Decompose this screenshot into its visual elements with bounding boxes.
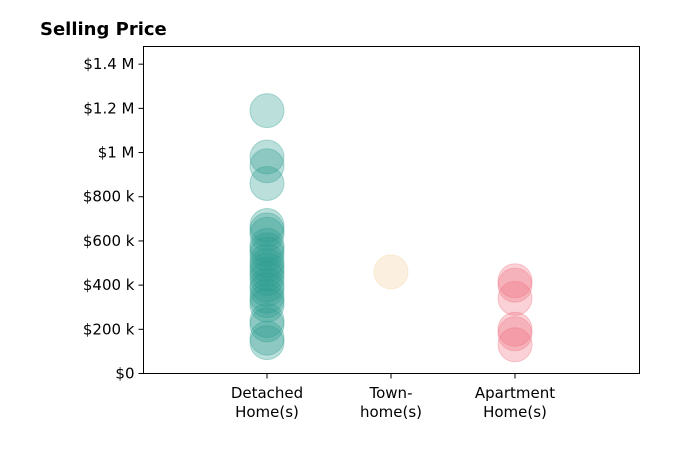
data-point: [249, 272, 285, 308]
data-point: [249, 243, 285, 279]
data-point: [249, 260, 285, 296]
x-tick-label: home(s): [360, 403, 422, 421]
data-point: [249, 278, 285, 314]
x-tick-label: Home(s): [235, 403, 299, 421]
data-point: [497, 267, 533, 303]
data-point: [249, 139, 285, 175]
data-point: [249, 325, 285, 361]
data-point: [249, 252, 285, 288]
data-point: [249, 212, 285, 248]
x-axis: DetachedHome(s)Town-home(s)ApartmentHome…: [231, 373, 555, 421]
data-point: [249, 302, 285, 338]
y-tick-label: $1.4 M: [83, 55, 134, 73]
chart-title: Selling Price: [40, 19, 167, 40]
data-point: [249, 256, 285, 292]
x-tick-label: Apartment: [475, 384, 555, 402]
y-tick-label: $1 M: [98, 144, 135, 162]
data-point: [497, 327, 533, 363]
data-point: [249, 232, 285, 268]
x-tick-label: Town-: [369, 384, 413, 402]
data-point: [497, 316, 533, 352]
data-point: [249, 93, 285, 129]
data-point: [497, 263, 533, 299]
data-points: [249, 93, 533, 363]
data-point: [249, 148, 285, 184]
data-point: [249, 267, 285, 303]
y-tick-label: $600 k: [83, 232, 135, 250]
data-point: [249, 227, 285, 263]
data-point: [249, 283, 285, 319]
data-point: [249, 307, 285, 343]
data-point: [249, 236, 285, 272]
data-point: [249, 320, 285, 356]
y-axis: $0 $200 k $400 k $600 k $800 k $1 M $1.2 M $1.4…: [83, 55, 144, 383]
y-tick-label: $200 k: [83, 320, 135, 338]
y-tick-label: $400 k: [83, 276, 135, 294]
data-point: [249, 216, 285, 252]
y-tick-label: $0: [115, 365, 134, 383]
data-point: [249, 165, 285, 201]
data-point: [249, 247, 285, 283]
data-point: [249, 287, 285, 323]
y-tick-label: $800 k: [83, 188, 135, 206]
x-tick-label: Detached: [231, 384, 303, 402]
plot-frame: [143, 46, 640, 374]
data-point: [249, 207, 285, 243]
y-tick-label: $1.2 M: [83, 99, 134, 117]
data-point: [497, 280, 533, 316]
data-point: [497, 311, 533, 347]
x-tick-label: Home(s): [483, 403, 547, 421]
data-point: [373, 254, 409, 290]
